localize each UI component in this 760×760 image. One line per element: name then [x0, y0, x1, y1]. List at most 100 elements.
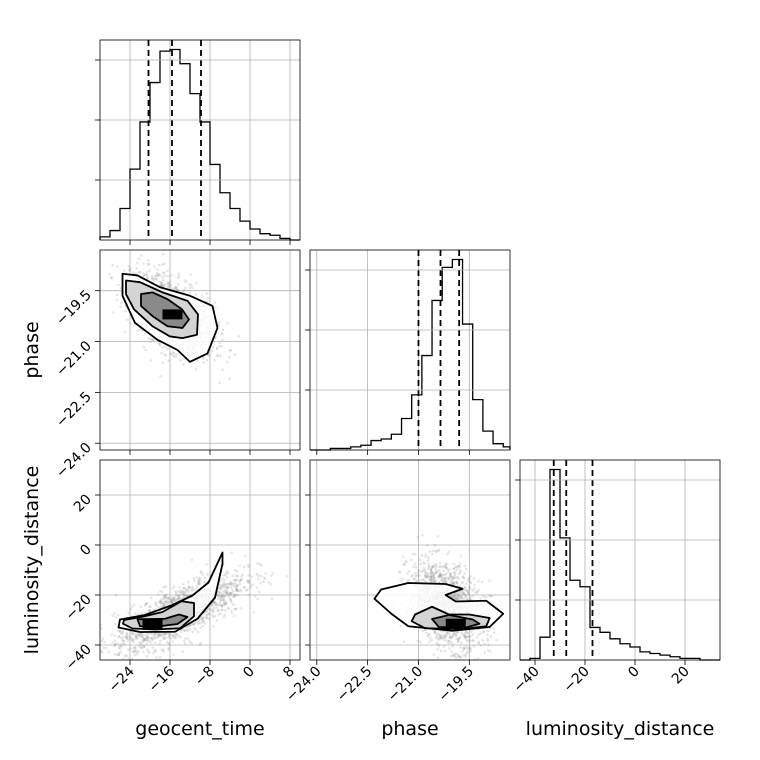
- scatter-geocent-time-vs-luminosity-distance-point: [145, 639, 149, 642]
- scatter-geocent-time-vs-luminosity-distance-point: [234, 607, 238, 611]
- scatter-geocent-time-vs-luminosity-distance-point: [222, 615, 226, 619]
- scatter-geocent-time-vs-luminosity-distance-point: [225, 583, 229, 586]
- scatter-geocent-time-vs-luminosity-distance-point: [210, 604, 213, 607]
- scatter-phase-vs-luminosity-distance-point: [417, 574, 421, 578]
- scatter-phase-vs-luminosity-distance-point: [452, 567, 456, 571]
- scatter-geocent-time-vs-luminosity-distance-point: [222, 585, 226, 589]
- scatter-phase-vs-luminosity-distance-point: [463, 597, 466, 601]
- scatter-geocent-time-vs-luminosity-distance-point: [235, 569, 239, 573]
- scatter-phase-vs-luminosity-distance-point: [460, 594, 463, 598]
- scatter-geocent-time-vs-phase-point: [194, 367, 198, 371]
- scatter-geocent-time-vs-luminosity-distance-point: [169, 600, 173, 604]
- scatter-phase-vs-luminosity-distance-point: [431, 565, 435, 569]
- scatter-geocent-time-vs-phase-point: [205, 292, 209, 295]
- scatter-phase-vs-luminosity-distance-point: [473, 584, 476, 587]
- scatter-geocent-time-vs-phase-point: [155, 271, 159, 275]
- scatter-geocent-time-vs-phase-point: [171, 353, 174, 357]
- scatter-phase-vs-luminosity-distance-contour-2: [410, 605, 491, 630]
- scatter-geocent-time-vs-luminosity-distance-point: [117, 653, 121, 657]
- scatter-phase-vs-luminosity-distance-point: [483, 651, 487, 654]
- scatter-geocent-time-vs-luminosity-distance-point: [179, 630, 183, 634]
- scatter-geocent-time-vs-luminosity-distance-point: [242, 565, 246, 569]
- scatter-geocent-time-vs-luminosity-distance-point: [197, 622, 200, 626]
- scatter-geocent-time-vs-luminosity-distance-point: [144, 602, 148, 606]
- scatter-geocent-time-vs-luminosity-distance-point: [198, 576, 202, 580]
- scatter-geocent-time-vs-luminosity-distance-point: [192, 576, 196, 580]
- scatter-phase-vs-luminosity-distance-point: [432, 574, 436, 578]
- scatter-geocent-time-vs-luminosity-distance-point: [115, 653, 119, 656]
- scatter-geocent-time-vs-luminosity-distance-point: [195, 585, 199, 588]
- scatter-geocent-time-vs-luminosity-distance-point: [140, 645, 143, 649]
- scatter-geocent-time-vs-luminosity-distance-contour-3: [117, 551, 224, 633]
- scatter-phase-vs-luminosity-distance-point: [414, 574, 418, 578]
- scatter-geocent-time-vs-luminosity-distance-point: [270, 574, 273, 578]
- scatter-geocent-time-vs-luminosity-distance-point: [133, 648, 137, 652]
- scatter-geocent-time-vs-luminosity-distance-point: [230, 591, 234, 595]
- scatter-geocent-time-vs-luminosity-distance-point: [243, 586, 246, 589]
- scatter-phase-vs-luminosity-distance-point: [440, 576, 444, 580]
- scatter-geocent-time-vs-luminosity-distance-point: [228, 592, 232, 595]
- scatter-geocent-time-vs-phase-point: [159, 284, 162, 287]
- scatter-phase-vs-luminosity-distance-point: [430, 579, 433, 583]
- scatter-geocent-time-vs-luminosity-distance-point: [137, 644, 141, 648]
- scatter-geocent-time-vs-phase-point: [166, 284, 169, 287]
- scatter-geocent-time-vs-luminosity-distance-point: [168, 643, 171, 646]
- scatter-geocent-time-vs-luminosity-distance-point: [145, 634, 149, 638]
- scatter-phase-vs-luminosity-distance-point: [437, 632, 440, 635]
- scatter-geocent-time-vs-luminosity-distance-point: [228, 582, 232, 586]
- scatter-phase-vs-luminosity-distance-point: [466, 590, 470, 593]
- scatter-phase-vs-luminosity-distance-point: [442, 579, 445, 582]
- scatter-geocent-time-vs-luminosity-distance-point: [158, 642, 161, 645]
- scatter-geocent-time-vs-luminosity-distance-point: [194, 587, 198, 591]
- scatter-geocent-time-vs-luminosity-distance-point: [182, 582, 185, 586]
- x-axis-label-2: phase: [381, 718, 438, 740]
- scatter-geocent-time-vs-luminosity-distance-point: [176, 597, 180, 600]
- scatter-geocent-time-vs-phase-point: [143, 273, 146, 277]
- scatter-geocent-time-vs-luminosity-distance-point: [249, 584, 253, 588]
- scatter-geocent-time-vs-phase-point: [142, 272, 146, 276]
- scatter-geocent-time-vs-luminosity-distance-point: [239, 589, 242, 593]
- scatter-geocent-time-vs-luminosity-distance-point: [256, 577, 260, 581]
- scatter-phase-vs-luminosity-distance-point: [476, 590, 479, 593]
- scatter-phase-vs-luminosity-distance-point: [422, 578, 426, 582]
- scatter-geocent-time-vs-luminosity-distance-point: [151, 638, 154, 642]
- scatter-phase-vs-luminosity-distance-point: [430, 570, 434, 574]
- scatter-phase-vs-luminosity-distance-point: [429, 573, 433, 576]
- scatter-geocent-time-vs-phase-point: [116, 265, 119, 268]
- scatter-geocent-time-vs-luminosity-distance-point: [160, 633, 164, 637]
- scatter-geocent-time-vs-luminosity-distance-point: [234, 578, 237, 582]
- scatter-geocent-time-vs-phase-point: [205, 358, 209, 362]
- scatter-phase-vs-luminosity-distance-point: [423, 575, 427, 578]
- scatter-phase-vs-luminosity-distance-point: [481, 639, 485, 642]
- x-axis-label-3: luminosity_distance: [526, 718, 715, 740]
- scatter-phase-vs-luminosity-distance-point: [434, 572, 438, 575]
- scatter-phase-vs-luminosity-distance-point: [458, 594, 462, 597]
- scatter-geocent-time-vs-phase-point: [210, 349, 214, 353]
- scatter-geocent-time-vs-luminosity-distance-point: [224, 591, 228, 594]
- scatter-phase-vs-luminosity-distance-point: [466, 591, 470, 595]
- hist-phase-panel: [305, 249, 511, 455]
- scatter-phase-vs-luminosity-distance-point: [421, 534, 424, 537]
- scatter-geocent-time-vs-luminosity-distance-point: [219, 587, 222, 591]
- scatter-geocent-time-vs-luminosity-distance-point: [132, 603, 136, 607]
- scatter-geocent-time-vs-luminosity-distance-point: [179, 589, 183, 593]
- scatter-phase-vs-luminosity-distance-point: [451, 583, 455, 586]
- scatter-geocent-time-vs-luminosity-distance-point: [148, 610, 151, 613]
- scatter-phase-vs-luminosity-distance-point: [409, 558, 413, 562]
- scatter-geocent-time-vs-phase-point: [166, 274, 170, 278]
- hist-phase-steps: [310, 258, 511, 451]
- scatter-geocent-time-vs-luminosity-distance-point: [229, 582, 233, 585]
- scatter-geocent-time-vs-luminosity-distance-point: [124, 635, 128, 639]
- scatter-phase-vs-luminosity-distance-point: [433, 629, 437, 632]
- scatter-geocent-time-vs-luminosity-distance-point: [232, 584, 236, 588]
- scatter-geocent-time-vs-luminosity-distance-point: [224, 573, 228, 577]
- scatter-phase-vs-luminosity-distance-point: [433, 543, 437, 547]
- scatter-geocent-time-vs-luminosity-distance-point: [233, 607, 236, 611]
- scatter-geocent-time-vs-luminosity-distance-point: [135, 650, 139, 653]
- scatter-phase-vs-luminosity-distance-point: [469, 581, 473, 585]
- scatter-phase-vs-luminosity-distance-point: [452, 581, 456, 584]
- scatter-geocent-time-vs-luminosity-distance-point: [211, 609, 214, 612]
- scatter-phase-vs-luminosity-distance-point: [463, 588, 467, 592]
- scatter-geocent-time-vs-luminosity-distance-point: [147, 649, 150, 653]
- scatter-geocent-time-vs-phase-point: [174, 355, 177, 358]
